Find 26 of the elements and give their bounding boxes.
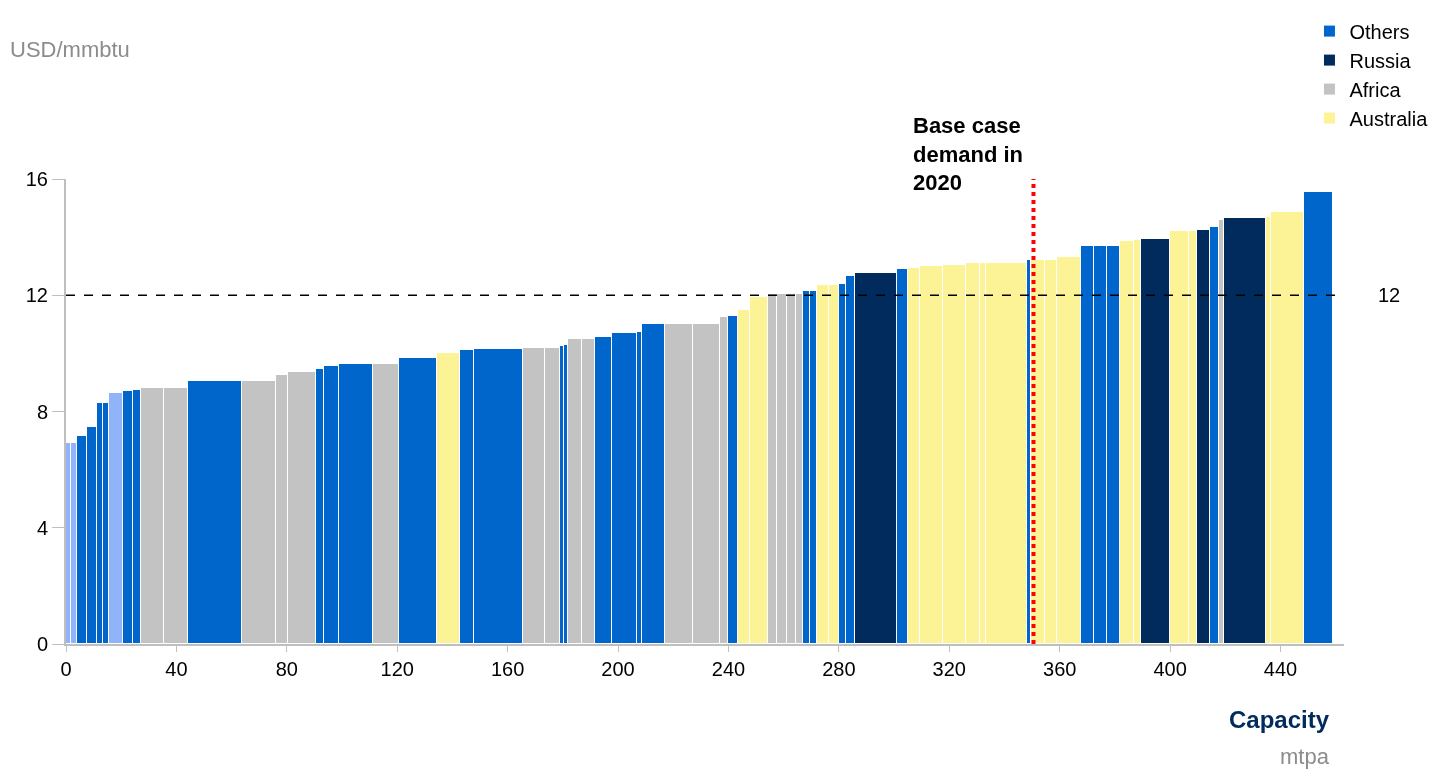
x-tick-label: 440 — [1263, 658, 1298, 680]
x-tick-label: 80 — [275, 658, 298, 680]
y-tick-label: 8 — [36, 400, 48, 423]
y-tick-label: 12 — [25, 284, 48, 307]
x-axis-title: Capacity — [1229, 706, 1330, 733]
ref-line-label: Base case demand in 2020 — [913, 113, 1024, 196]
legend-label: Africa — [1349, 78, 1402, 101]
x-tick-label: 0 — [60, 658, 72, 680]
legend-label: Russia — [1349, 49, 1412, 72]
x-tick-label: 240 — [711, 658, 746, 680]
x-tick-label: 120 — [380, 658, 414, 680]
x-tick-label: 200 — [601, 658, 635, 680]
x-tick-label: 40 — [165, 658, 188, 680]
y-tick-label: 16 — [25, 168, 48, 190]
text: mtpa — [1280, 744, 1330, 769]
x-tick-label: 400 — [1153, 658, 1187, 680]
x-tick-label: 320 — [932, 658, 966, 680]
y-tick-label: 0 — [36, 633, 48, 655]
x-tick-label: 160 — [490, 658, 525, 680]
ref-line-label: 12 — [1378, 284, 1401, 306]
x-tick-label: 280 — [822, 658, 856, 680]
x-tick-label: 360 — [1043, 658, 1077, 680]
legend-label: Australia — [1349, 107, 1429, 130]
legend-label: Others — [1349, 20, 1410, 43]
y-axis-title: USD/mmbtu — [10, 37, 130, 62]
y-tick-label: 4 — [36, 516, 48, 539]
